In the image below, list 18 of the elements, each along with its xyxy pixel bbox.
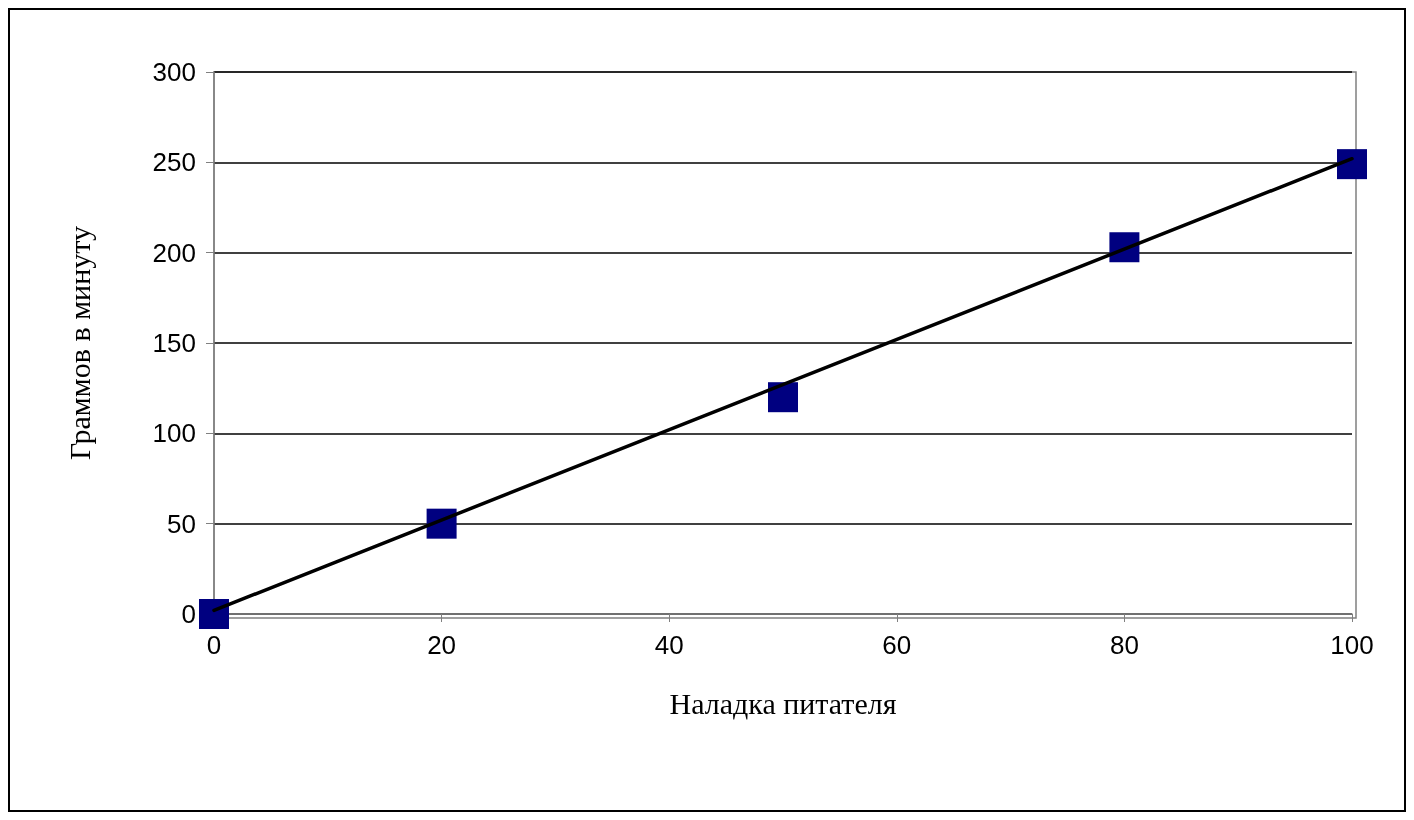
x-tick-label: 40 [654,630,684,660]
point [199,599,229,629]
y-axis-title: Граммов в минуту [62,226,96,460]
x-axis-title: Наладка питателя [669,686,897,720]
x-tick-label: 60 [882,630,912,660]
y-tick-label: 150 [152,328,196,358]
point [768,382,798,413]
x-tick-label: 0 [206,630,222,660]
y-tick-label: 300 [152,57,196,87]
x-tick-label: 20 [427,630,457,660]
x-tick-label: 80 [1109,630,1139,660]
x-tick-label: 100 [1330,630,1374,660]
y-tick-label: 200 [152,237,196,268]
y-tick-label: 50 [167,508,196,539]
y-tick-label: 250 [152,147,196,178]
point [1337,149,1367,180]
y-tick-label: 100 [152,418,196,449]
y-tick-label: 0 [181,599,196,629]
